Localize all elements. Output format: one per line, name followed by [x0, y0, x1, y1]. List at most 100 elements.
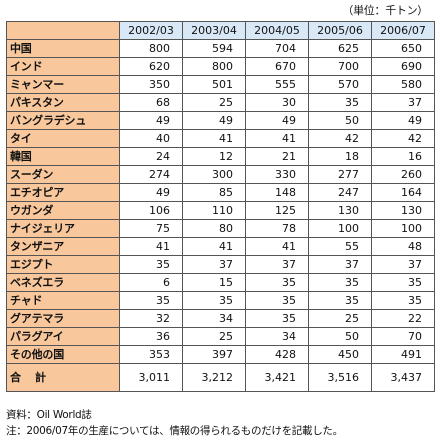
value-cell: 41	[245, 129, 309, 148]
column-header: 2003/04	[182, 21, 246, 40]
value-cell: 130	[308, 201, 372, 220]
value-cell: 35	[182, 291, 246, 310]
country-cell: ウガンダ	[6, 201, 120, 220]
country-cell: 中国	[6, 39, 120, 58]
value-cell: 800	[119, 39, 183, 58]
value-cell: 24	[119, 147, 183, 166]
value-cell: 41	[245, 237, 309, 256]
table-row: スーダン 274 300 330 277 260	[6, 165, 435, 184]
value-cell: 50	[308, 111, 372, 130]
country-cell: その他の国	[6, 345, 120, 364]
value-cell: 450	[308, 345, 372, 364]
value-cell: 148	[245, 183, 309, 202]
value-cell: 32	[119, 309, 183, 328]
country-cell: バングラデシュ	[6, 111, 120, 130]
value-cell: 48	[371, 237, 435, 256]
value-cell: 25	[182, 93, 246, 112]
value-cell: 37	[371, 93, 435, 112]
value-cell: 700	[308, 57, 372, 76]
table-row: ミャンマー 350 501 555 570 580	[6, 75, 435, 94]
table-row: チャド 35 35 35 35 35	[6, 291, 435, 310]
value-cell: 570	[308, 75, 372, 94]
value-cell: 106	[119, 201, 183, 220]
country-cell: グアテマラ	[6, 309, 120, 328]
value-cell: 130	[371, 201, 435, 220]
value-cell: 37	[371, 255, 435, 274]
value-cell: 85	[182, 183, 246, 202]
value-cell: 41	[119, 237, 183, 256]
value-cell: 274	[119, 165, 183, 184]
table-row: グアテマラ 32 34 35 25 22	[6, 309, 435, 328]
table-row: その他の国 353 397 428 450 491	[6, 345, 435, 364]
value-cell: 164	[371, 183, 435, 202]
value-cell: 580	[371, 75, 435, 94]
table-row: エジプト 35 37 37 37 37	[6, 255, 435, 274]
value-cell: 277	[308, 165, 372, 184]
unit-label: （単位：千トン）	[342, 4, 428, 17]
value-cell: 35	[119, 255, 183, 274]
value-cell: 55	[308, 237, 372, 256]
value-cell: 3,421	[245, 363, 309, 392]
value-cell: 25	[308, 309, 372, 328]
country-cell: ベネズエラ	[6, 273, 120, 292]
value-cell: 41	[182, 237, 246, 256]
value-cell: 35	[245, 273, 309, 292]
value-cell: 49	[119, 111, 183, 130]
value-cell: 6	[119, 273, 183, 292]
value-cell: 41	[182, 129, 246, 148]
column-header: 2005/06	[308, 21, 372, 40]
value-cell: 300	[182, 165, 246, 184]
production-table: 2002/03 2003/04 2004/05 2005/06 2006/07 …	[6, 21, 435, 392]
footnote: 注：2006/07年の生産については、情報の得られるものだけを記載した。	[6, 425, 343, 437]
table-row: インド 620 800 670 700 690	[6, 57, 435, 76]
value-cell: 40	[119, 129, 183, 148]
country-cell: 合計	[6, 363, 120, 392]
value-cell: 37	[308, 255, 372, 274]
country-cell: タンザニア	[6, 237, 120, 256]
value-cell: 68	[119, 93, 183, 112]
value-cell: 247	[308, 183, 372, 202]
value-cell: 353	[119, 345, 183, 364]
value-cell: 49	[119, 183, 183, 202]
value-cell: 35	[308, 291, 372, 310]
country-cell: タイ	[6, 129, 120, 148]
value-cell: 30	[245, 93, 309, 112]
value-cell: 36	[119, 327, 183, 346]
table-header: 2002/03 2003/04 2004/05 2005/06 2006/07	[6, 21, 435, 40]
country-cell: パキスタン	[6, 93, 120, 112]
header-row: 2002/03 2003/04 2004/05 2005/06 2006/07	[6, 21, 435, 40]
value-cell: 49	[371, 111, 435, 130]
country-cell: エジプト	[6, 255, 120, 274]
country-cell: 韓国	[6, 147, 120, 166]
value-cell: 350	[119, 75, 183, 94]
value-cell: 25	[182, 327, 246, 346]
country-cell: ナイジェリア	[6, 219, 120, 238]
value-cell: 330	[245, 165, 309, 184]
country-cell: パラグアイ	[6, 327, 120, 346]
column-header: 2004/05	[245, 21, 309, 40]
value-cell: 12	[182, 147, 246, 166]
country-cell: インド	[6, 57, 120, 76]
table-body: 中国 800 594 704 625 650 インド 620 800 670 700 690 ミャンマー…	[6, 39, 435, 392]
value-cell: 397	[182, 345, 246, 364]
country-cell: エチオピア	[6, 183, 120, 202]
header-corner-cell	[6, 21, 120, 40]
value-cell: 21	[245, 147, 309, 166]
value-cell: 501	[182, 75, 246, 94]
value-cell: 18	[308, 147, 372, 166]
value-cell: 22	[371, 309, 435, 328]
table-row: ベネズエラ 6 15 35 35 35	[6, 273, 435, 292]
value-cell: 49	[182, 111, 246, 130]
country-cell: ミャンマー	[6, 75, 120, 94]
value-cell: 35	[308, 93, 372, 112]
country-cell: スーダン	[6, 165, 120, 184]
value-cell: 75	[119, 219, 183, 238]
table-row: パラグアイ 36 25 34 50 70	[6, 327, 435, 346]
value-cell: 42	[371, 129, 435, 148]
value-cell: 670	[245, 57, 309, 76]
value-cell: 34	[182, 309, 246, 328]
country-cell: チャド	[6, 291, 120, 310]
value-cell: 800	[182, 57, 246, 76]
column-header: 2002/03	[119, 21, 183, 40]
value-cell: 35	[245, 291, 309, 310]
